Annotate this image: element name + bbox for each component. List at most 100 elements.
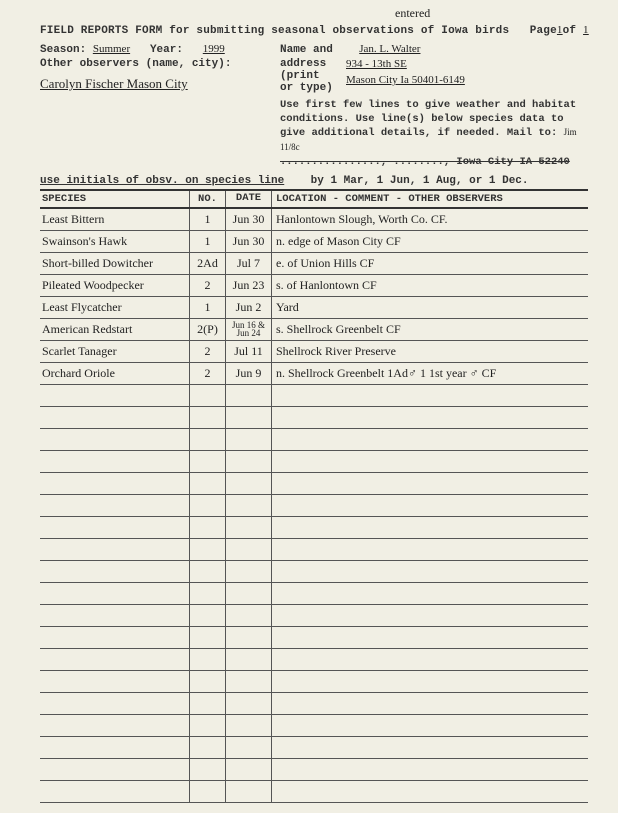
cell-no (190, 649, 226, 670)
page-label (516, 25, 530, 37)
table-row-empty (40, 451, 588, 473)
obsv-instruction: use initials of obsv. on species line (40, 175, 284, 187)
cell-no (190, 561, 226, 582)
cell-species (40, 583, 190, 604)
cell-no (190, 759, 226, 780)
cell-species (40, 495, 190, 516)
cell-species: Short-billed Dowitcher (40, 253, 190, 274)
cell-location (272, 385, 588, 406)
cell-no: 1 (190, 209, 226, 230)
cell-species (40, 737, 190, 758)
table-row-empty (40, 517, 588, 539)
table-row-empty (40, 407, 588, 429)
cell-no: 1 (190, 297, 226, 318)
cell-date: Jun 23 (226, 275, 272, 296)
cell-date (226, 671, 272, 692)
cell-location (272, 627, 588, 648)
cell-no (190, 605, 226, 626)
cell-date (226, 473, 272, 494)
cell-species (40, 517, 190, 538)
cell-location (272, 429, 588, 450)
cell-no: 2 (190, 341, 226, 362)
col-species: SPECIES (40, 191, 190, 207)
table-row-empty (40, 693, 588, 715)
cell-date (226, 737, 272, 758)
cell-location (272, 583, 588, 604)
page-container: FIELD REPORTS FORM for submitting season… (0, 0, 618, 813)
season-value: Summer (93, 43, 130, 55)
cell-date: Jul 11 (226, 341, 272, 362)
cell-location (272, 451, 588, 472)
cell-location (272, 561, 588, 582)
cell-species (40, 627, 190, 648)
cell-species (40, 715, 190, 736)
cell-date (226, 539, 272, 560)
cell-no (190, 473, 226, 494)
cell-location (272, 737, 588, 758)
other-obs-label: Other observers (name, city): (40, 58, 280, 70)
instr-3: give additional details, if needed. Mail… (280, 127, 557, 139)
cell-date: Jul 7 (226, 253, 272, 274)
table-row-empty (40, 759, 588, 781)
cell-location: s. of Hanlontown CF (272, 275, 588, 296)
cell-no (190, 429, 226, 450)
cell-no (190, 407, 226, 428)
cell-species: Orchard Oriole (40, 363, 190, 384)
cell-species (40, 407, 190, 428)
cell-location (272, 539, 588, 560)
col-location: LOCATION - COMMENT - OTHER OBSERVERS (272, 191, 588, 207)
table-header-row: SPECIES NO. DATE LOCATION - COMMENT - OT… (40, 191, 588, 209)
cell-date (226, 429, 272, 450)
cell-location (272, 715, 588, 736)
table-row-empty (40, 429, 588, 451)
cell-species (40, 781, 190, 802)
cell-date (226, 517, 272, 538)
cell-date (226, 605, 272, 626)
cell-species: American Redstart (40, 319, 190, 340)
cell-no (190, 539, 226, 560)
page-of: of (563, 25, 577, 37)
table-row: Least Bittern1Jun 30Hanlontown Slough, W… (40, 209, 588, 231)
cell-no (190, 737, 226, 758)
cell-location (272, 517, 588, 538)
table-row-empty (40, 649, 588, 671)
table-row: Swainson's Hawk1Jun 30n. edge of Mason C… (40, 231, 588, 253)
instr-4-struck: ................, ........, Iowa City IA… (280, 155, 588, 169)
instr-2: conditions. Use line(s) below species da… (280, 112, 588, 126)
table-body: Least Bittern1Jun 30Hanlontown Slough, W… (40, 209, 588, 803)
cell-date: Jun 30 (226, 209, 272, 230)
cell-species (40, 385, 190, 406)
table-row: American Redstart2(P)Jun 16 &Jun 24s. Sh… (40, 319, 588, 341)
cell-no: 2 (190, 363, 226, 384)
table-row: Orchard Oriole2Jun 9n. Shellrock Greenbe… (40, 363, 588, 385)
table-row-empty (40, 561, 588, 583)
address-line-2: Mason City Ia 50401-6149 (346, 74, 465, 86)
cell-no (190, 715, 226, 736)
cell-date (226, 759, 272, 780)
col-no: NO. (190, 191, 226, 207)
cell-location: s. Shellrock Greenbelt CF (272, 319, 588, 340)
cell-no (190, 781, 226, 802)
instr-1: Use first few lines to give weather and … (280, 98, 588, 112)
cell-date (226, 649, 272, 670)
cell-no (190, 385, 226, 406)
cell-location (272, 671, 588, 692)
cell-location (272, 605, 588, 626)
cell-species (40, 429, 190, 450)
cell-date (226, 385, 272, 406)
cell-location: Hanlontown Slough, Worth Co. CF. (272, 209, 588, 230)
cell-species (40, 539, 190, 560)
cell-date: Jun 9 (226, 363, 272, 384)
cell-no (190, 671, 226, 692)
cell-species (40, 649, 190, 670)
table-row: Pileated Woodpecker2Jun 23s. of Hanlonto… (40, 275, 588, 297)
year-value: 1999 (203, 43, 225, 55)
table-row-empty (40, 627, 588, 649)
cell-date (226, 715, 272, 736)
top-annotation: entered (395, 6, 430, 21)
observer-name: Jan. L. Walter (359, 43, 420, 55)
cell-location: n. edge of Mason City CF (272, 231, 588, 252)
cell-location (272, 495, 588, 516)
cell-date: Jun 16 &Jun 24 (226, 319, 272, 340)
table-row: Short-billed Dowitcher2AdJul 7e. of Unio… (40, 253, 588, 275)
